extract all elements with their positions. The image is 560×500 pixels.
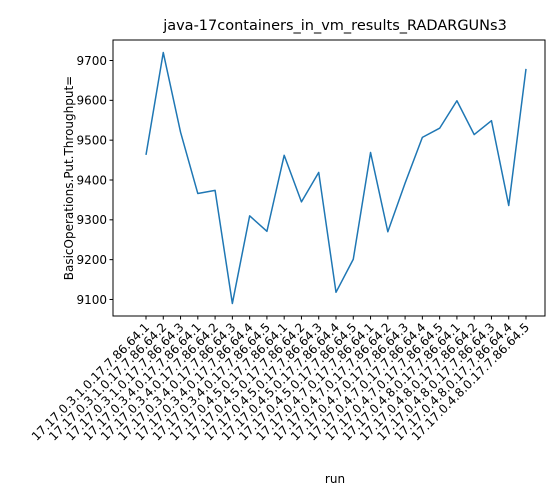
- x-axis-title: run: [325, 472, 345, 486]
- y-tick-label: 9400: [76, 173, 107, 187]
- y-tick-label: 9600: [76, 94, 107, 108]
- y-tick-label: 9100: [76, 293, 107, 307]
- chart-title: java-17containers_in_vm_results_RADARGUN…: [162, 18, 507, 34]
- y-tick-label: 9500: [76, 133, 107, 147]
- y-axis-title: BasicOperations.Put.Throughput=: [62, 76, 76, 280]
- y-tick-label: 9700: [76, 54, 107, 68]
- y-tick-label: 9300: [76, 213, 107, 227]
- y-tick-label: 9200: [76, 253, 107, 267]
